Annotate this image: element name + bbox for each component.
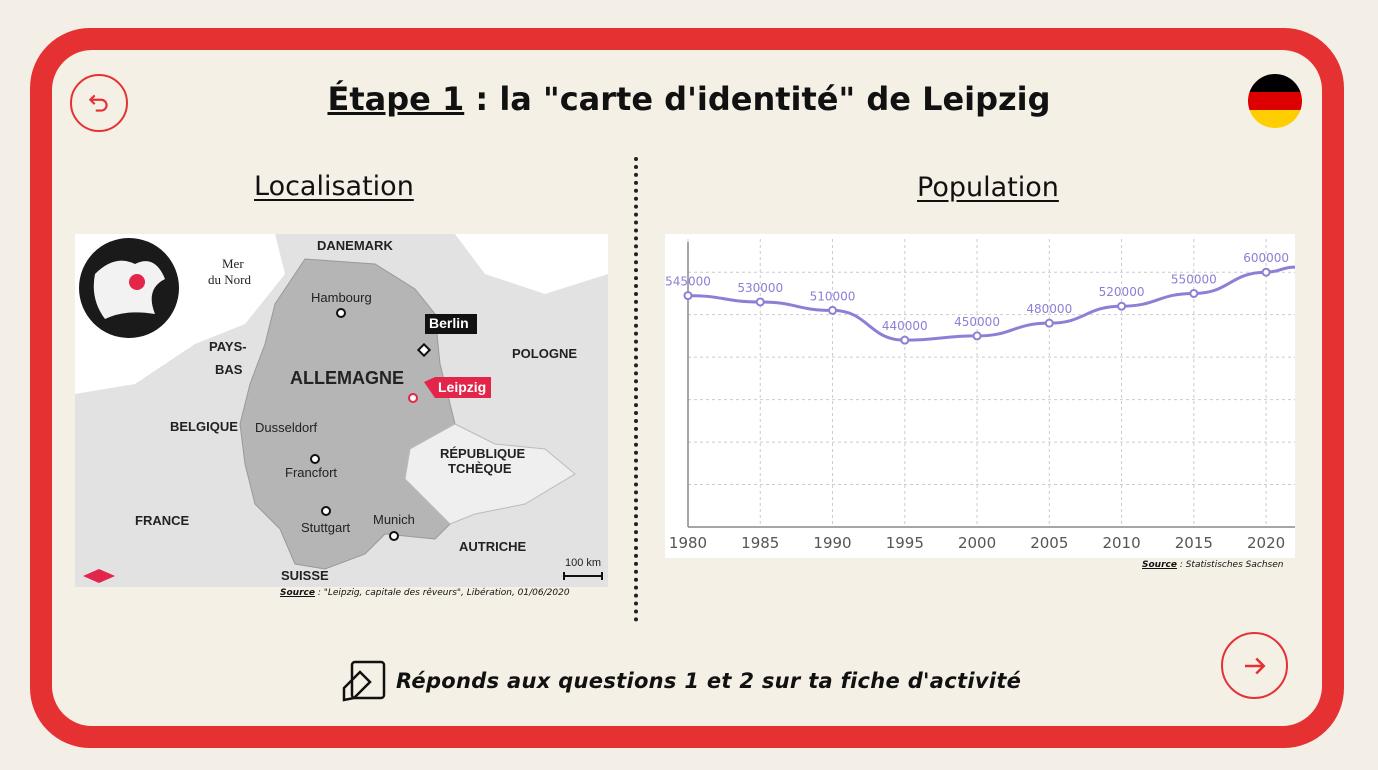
- data-point: [1117, 301, 1127, 311]
- data-label: 440000: [882, 319, 928, 333]
- x-tick-label: 1990: [813, 534, 851, 552]
- data-label: 450000: [954, 315, 1000, 329]
- x-tick-label: 1995: [886, 534, 924, 552]
- map-label: RÉPUBLIQUE: [440, 446, 526, 461]
- series-line: [687, 265, 1296, 342]
- source-label: Source: [1142, 560, 1177, 570]
- map-label: Mer: [222, 256, 244, 271]
- data-point: [900, 335, 910, 345]
- source-text: : Statistisches Sachsen: [1176, 560, 1284, 570]
- data-label: 550000: [1171, 272, 1217, 286]
- undo-arrow-icon: [88, 94, 108, 112]
- localisation-heading: Localisation: [254, 171, 414, 202]
- data-label: 510000: [810, 289, 856, 303]
- map-label: POLOGNE: [512, 346, 578, 361]
- x-tick-label: 2015: [1175, 534, 1213, 552]
- map-label: BAS: [215, 362, 243, 377]
- population-heading: Population: [917, 172, 1059, 203]
- map-label: PAYS-: [209, 339, 247, 354]
- map-label: AUTRICHE: [459, 539, 527, 554]
- next-button[interactable]: [1221, 632, 1288, 699]
- chart-source: Source : Statistisches Sachsen: [1142, 560, 1283, 570]
- x-tick-label: 2020: [1247, 534, 1285, 552]
- data-point: [828, 305, 838, 315]
- map-shapes: [75, 234, 608, 587]
- map-scale: 100 km: [565, 557, 602, 569]
- map-label-leipzig: Leipzig: [438, 379, 487, 395]
- x-tick-label: 1980: [669, 534, 707, 552]
- instruction-text: Réponds aux questions 1 et 2 sur ta fich…: [396, 669, 1022, 693]
- x-tick-label: 1985: [741, 534, 779, 552]
- map-label: DANEMARK: [317, 238, 393, 253]
- population-chart: 545000 1980 530000 1985 510000 1990 440000 1995…: [665, 234, 1296, 558]
- step-label: Étape 1: [327, 80, 465, 118]
- map-label: Dusseldorf: [255, 420, 318, 435]
- page-title: Étape 1 : la "carte d'identité" de Leipz…: [0, 80, 1378, 118]
- data-point: [972, 331, 982, 341]
- x-tick-label: 2010: [1102, 534, 1140, 552]
- data-label: 480000: [1026, 302, 1072, 316]
- map-label: SUISSE: [281, 568, 329, 583]
- arrow-right-icon: [1244, 657, 1266, 674]
- data-point: [683, 291, 693, 301]
- map-label: ALLEMAGNE: [290, 368, 404, 388]
- chart-svg: 545000 1980 530000 1985 510000 1990 440000 1995…: [665, 239, 1296, 552]
- german-flag-icon: [1248, 74, 1302, 128]
- map-label: BELGIQUE: [170, 419, 238, 434]
- title-text: : la "carte d'identité" de Leipzig: [464, 80, 1051, 118]
- map-label: Hambourg: [311, 290, 372, 305]
- data-point: [1189, 288, 1199, 298]
- map-label: Stuttgart: [301, 520, 351, 535]
- x-tick-label: 2000: [958, 534, 996, 552]
- data-point: [1261, 267, 1271, 277]
- map-label: FRANCE: [135, 513, 190, 528]
- x-tick-label: 2005: [1030, 534, 1068, 552]
- dotted-divider: [634, 157, 638, 622]
- data-label: 545000: [665, 275, 711, 289]
- data-label: 600000: [1243, 251, 1289, 265]
- map-source: Source : "Leipzig, capitale des rêveurs"…: [280, 588, 570, 598]
- back-button[interactable]: [70, 74, 128, 132]
- data-label: 520000: [1099, 285, 1145, 299]
- map-label-berlin: Berlin: [429, 315, 469, 331]
- map-label: du Nord: [208, 272, 251, 287]
- data-label: 530000: [737, 281, 783, 295]
- source-text: : "Leipzig, capitale des rêveurs", Libér…: [314, 588, 570, 598]
- data-point: [1044, 318, 1054, 328]
- map-label: Francfort: [285, 465, 338, 480]
- source-label: Source: [280, 588, 315, 598]
- map-label: Munich: [373, 512, 415, 527]
- map-label: TCHÈQUE: [448, 461, 512, 476]
- data-point: [755, 297, 765, 307]
- germany-map: DANEMARK Mer du Nord Hambourg Berlin PAY…: [75, 234, 608, 587]
- notes-pencil-icon: [342, 660, 386, 702]
